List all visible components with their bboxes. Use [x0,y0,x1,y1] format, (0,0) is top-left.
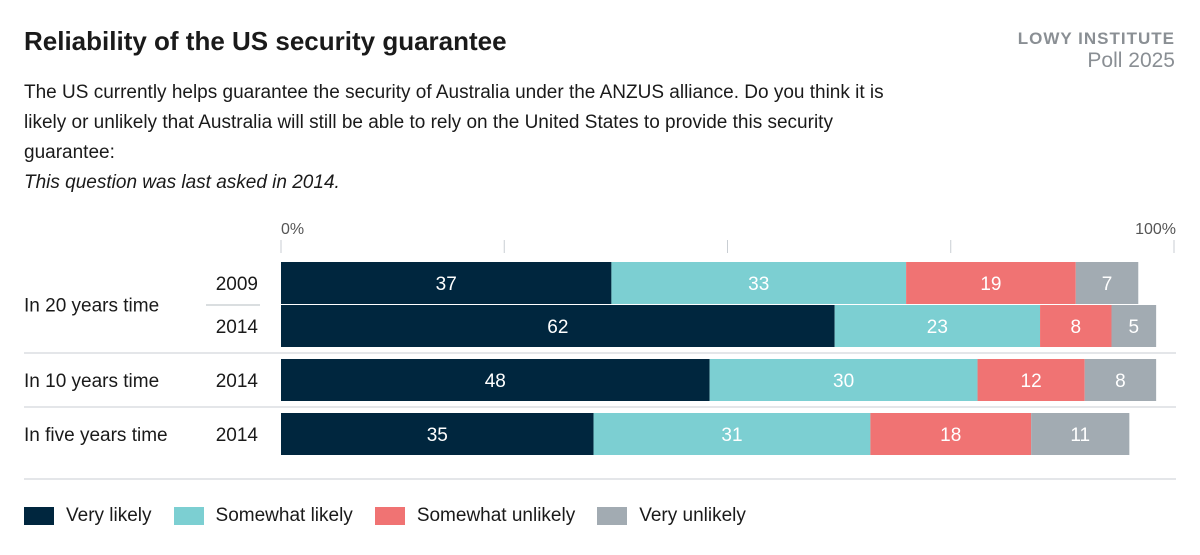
bar-segment [870,413,1032,455]
bar-segment [281,305,835,347]
data-label: 5 [1129,317,1140,338]
legend-swatch [597,507,628,525]
group-label: In 10 years time [24,371,159,392]
bar-segment [1040,305,1112,347]
year-label: 2009 [216,274,258,295]
data-label: 18 [940,425,961,446]
bar-segment [281,359,710,401]
axis-tick-label: 0% [281,221,304,238]
bar-segment [709,359,978,401]
data-label: 19 [980,274,1001,295]
legend-label: Very likely [66,505,152,526]
question-note: This question was last asked in 2014. [24,172,340,193]
data-label: 23 [927,317,948,338]
legend-item-somewhat-unlikely: Somewhat unlikely [374,505,576,527]
year-label: 2014 [216,317,259,338]
bar-segment [906,262,1076,304]
year-label: 2014 [216,371,259,392]
legend-swatch [173,507,204,525]
data-label: 48 [485,371,506,392]
group-label: In five years time [24,425,168,446]
legend: Very likely Somewhat likely Somewhat unl… [24,505,768,527]
data-label: 37 [436,274,457,295]
bar-segment [1031,413,1130,455]
legend-item-somewhat-likely: Somewhat likely [173,505,353,527]
data-label: 30 [833,371,854,392]
chart-subtitle: The US currently helps guarantee the sec… [24,78,924,198]
question-text: The US currently helps guarantee the sec… [24,82,884,163]
data-label: 31 [721,425,742,446]
axis-tick-label: 100% [1135,221,1176,238]
chart-title: Reliability of the US security guarantee [24,26,507,56]
bar-segment [1084,359,1157,401]
bar-segment [281,413,594,455]
data-label: 62 [547,317,568,338]
year-label: 2014 [216,425,259,446]
bar-segment [977,359,1085,401]
legend-swatch [24,507,54,525]
data-label: 35 [427,425,448,446]
data-label: 7 [1102,274,1113,295]
bar-segment [834,305,1041,347]
legend-label: Very unlikely [639,505,746,526]
bar-segment [281,262,612,304]
data-label: 33 [748,274,769,295]
data-label: 12 [1021,371,1042,392]
legend-label: Somewhat unlikely [416,505,576,526]
brand-poll: Poll 2025 [1087,49,1175,72]
bar-segment [1111,305,1157,347]
data-label: 8 [1115,371,1126,392]
legend-item-very-unlikely: Very unlikely [597,505,746,527]
group-label: In 20 years time [24,296,159,317]
data-label: 11 [1070,425,1090,446]
brand-org: LOWY INSTITUTE [1017,29,1175,48]
data-label: 8 [1070,317,1081,338]
brand-block: LOWY INSTITUTE Poll 2025 [1018,28,1175,72]
legend-label: Somewhat likely [215,505,353,526]
legend-item-very-likely: Very likely [24,505,152,527]
bar-segment [1075,262,1139,304]
bar-segment [593,413,871,455]
legend-swatch [374,507,405,525]
bar-segment [611,262,907,304]
